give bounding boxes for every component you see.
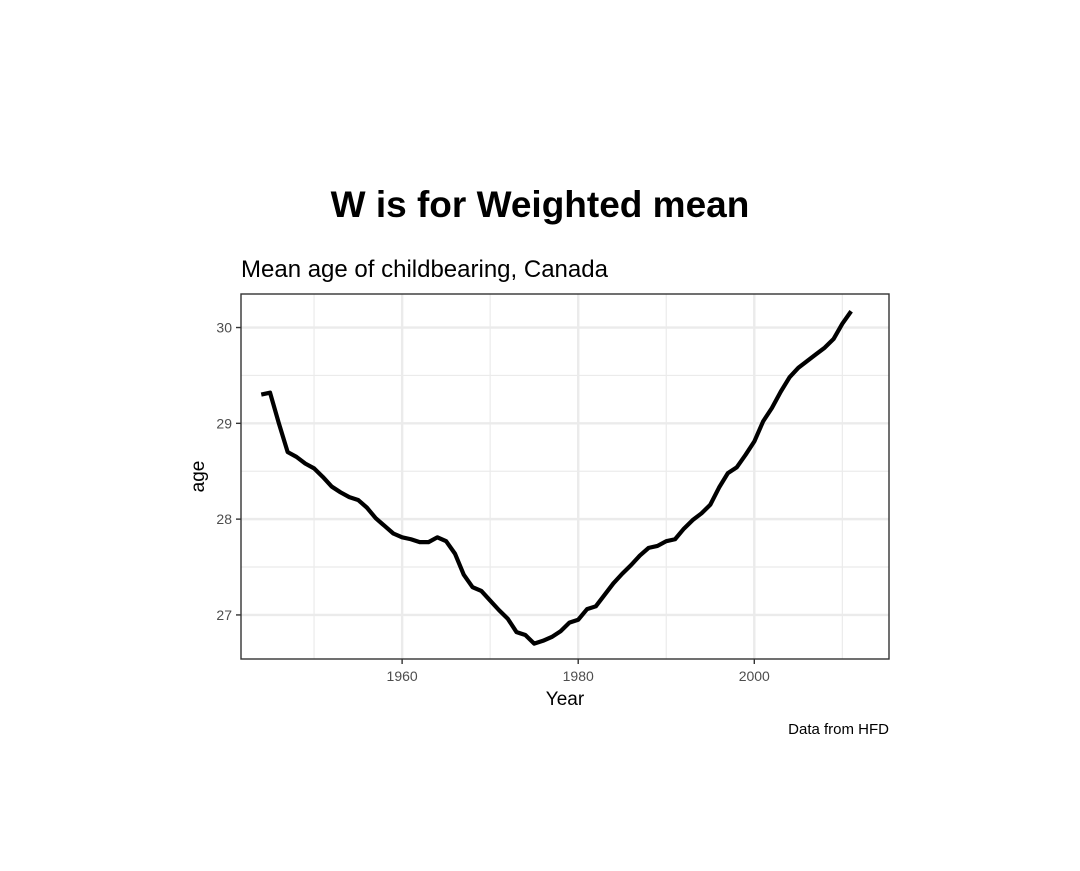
plot-panel-background (241, 294, 889, 659)
plot-panel-border (240, 293, 890, 660)
grid-lines (241, 294, 889, 659)
x-tick-label: 1980 (563, 668, 594, 684)
y-axis-title: age (188, 461, 209, 493)
x-tick-label: 2000 (739, 668, 770, 684)
x-tick-label: 1960 (387, 668, 418, 684)
y-tick-label: 29 (216, 415, 232, 431)
y-tick-label: 30 (216, 320, 232, 336)
chart-caption: Data from HFD (788, 721, 889, 738)
x-axis: 1960 1980 2000 (387, 659, 770, 684)
chart-title: W is for Weighted mean (331, 184, 750, 225)
chart-subtitle: Mean age of childbearing, Canada (241, 256, 609, 283)
y-axis: 27 28 29 30 (216, 320, 241, 623)
series-line (260, 310, 853, 646)
y-tick-label: 28 (216, 511, 232, 527)
y-tick-label: 27 (216, 607, 232, 623)
x-axis-title: Year (546, 689, 585, 710)
